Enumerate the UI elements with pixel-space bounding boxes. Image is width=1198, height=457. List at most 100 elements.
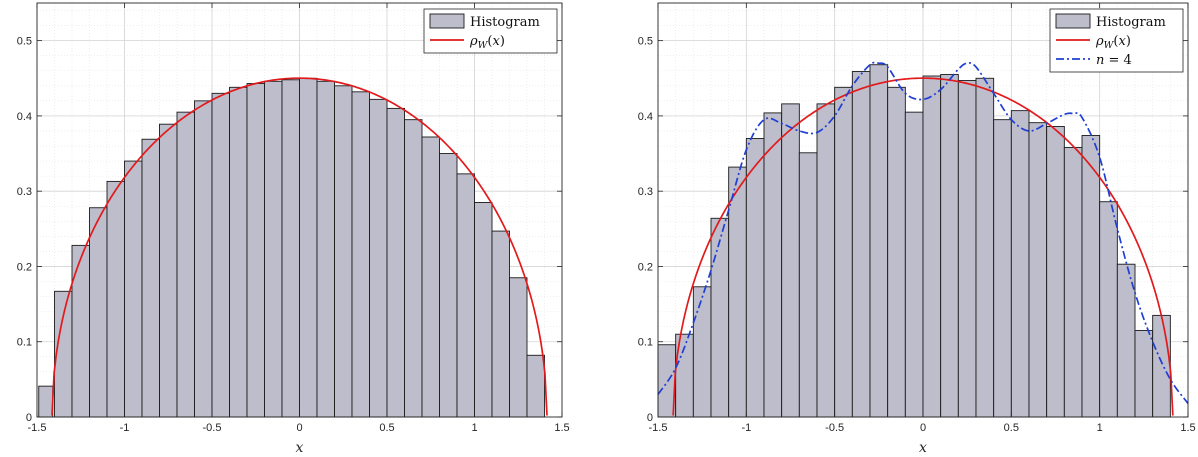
- left-histogram-bars: [38, 77, 545, 418]
- right-legend-n4-label: n = 4: [1096, 53, 1132, 68]
- right-histogram-bar: [816, 103, 836, 418]
- left-curves: [51, 77, 548, 416]
- right-x-axis-label: x: [919, 440, 927, 456]
- left-histogram-bar: [106, 180, 125, 418]
- left-axes: -1.5 -1 -0.5 0 0.5 1 1.5 0 0.1 0.2 0.3 0.4 0.5: [17, 2, 570, 434]
- left-histogram-bar: [456, 173, 475, 418]
- right-histogram-bar: [1046, 125, 1065, 418]
- right-axes: -1.5 -1 -0.5 0 0.5 1 1.5 0 0.1 0.2 0.3 0.4 0.5: [638, 2, 1196, 434]
- right-y-tick-label: 0: [647, 412, 653, 424]
- left-histogram-bar: [421, 136, 440, 418]
- left-histogram-bar: [176, 111, 195, 418]
- left-histogram-bar: [509, 277, 528, 418]
- left-panel: -1.5 -1 -0.5 0 0.5 1 1.5 0 0.1 0.2 0.3 0.4 0.5 x His…: [17, 2, 570, 456]
- right-histogram-bar: [728, 166, 747, 418]
- right-histogram-bar: [692, 286, 712, 418]
- left-x-tick-label: 1: [471, 422, 477, 434]
- right-rho-w-curve: [672, 77, 1174, 416]
- left-y-tick-label: 0.1: [17, 337, 32, 349]
- left-x-tick-label: 1.5: [554, 422, 569, 434]
- right-panel: -1.5 -1 -0.5 0 0.5 1 1.5 0 0.1 0.2 0.3 0.4 0.5 x His…: [638, 2, 1196, 456]
- right-x-tick-label: -0.5: [825, 422, 844, 434]
- right-histogram-bar: [1099, 201, 1118, 418]
- left-histogram-bar: [351, 91, 370, 418]
- left-histogram-edge-bar: [38, 385, 54, 418]
- left-legend-histogram-swatch: [429, 13, 465, 29]
- right-n4-curve: [657, 61, 1189, 404]
- right-curves: [657, 61, 1189, 416]
- right-legend-histogram-label: Histogram: [1096, 15, 1166, 30]
- right-histogram-bar: [957, 80, 977, 418]
- right-histogram-bar: [922, 75, 942, 418]
- right-x-tick-label: 0: [920, 422, 926, 434]
- right-legend: Histogram ρW(x) n = 4: [1049, 8, 1184, 73]
- right-legend-histogram-swatch: [1055, 13, 1091, 29]
- right-x-tick-label: -1: [741, 422, 751, 434]
- right-legend-rho-label: ρW(x): [1095, 34, 1131, 51]
- left-histogram-bar: [439, 153, 458, 418]
- right-histogram-bar: [710, 217, 730, 418]
- left-histogram-bar: [124, 160, 143, 418]
- right-x-tick-label: 1: [1097, 422, 1103, 434]
- left-histogram-bar: [386, 107, 405, 418]
- left-histogram-bar: [474, 202, 493, 418]
- right-histogram-bar: [904, 111, 924, 418]
- right-histogram-bars: [657, 64, 1171, 418]
- left-y-tick-label: 0.3: [17, 186, 32, 198]
- right-histogram-bar: [781, 103, 800, 418]
- left-x-tick-label: -1: [120, 422, 130, 434]
- left-histogram-bar: [229, 86, 248, 418]
- left-x-tick-label: 0: [296, 422, 302, 434]
- right-histogram-bar: [993, 119, 1012, 418]
- left-histogram-bar: [316, 80, 335, 418]
- left-x-axis-label: x: [296, 440, 304, 456]
- left-histogram-bar: [89, 207, 108, 418]
- left-histogram-bar: [211, 92, 230, 418]
- right-histogram-bar: [887, 86, 906, 418]
- left-x-tick-label: 0.5: [379, 422, 394, 434]
- left-histogram-bar: [159, 123, 178, 418]
- left-histogram-bar: [264, 80, 283, 418]
- left-histogram-bar: [299, 77, 318, 418]
- left-histogram-bar: [369, 98, 388, 418]
- left-legend-rho-label: ρW(x): [469, 34, 505, 51]
- right-histogram-bar: [1063, 147, 1083, 418]
- right-histogram-bar: [798, 152, 818, 418]
- left-y-tick-label: 0.5: [17, 36, 32, 48]
- left-x-tick-label: -1.5: [28, 422, 47, 434]
- right-histogram-bar: [1134, 329, 1154, 418]
- left-histogram-bar: [246, 83, 265, 418]
- left-y-tick-label: 0.4: [17, 111, 32, 123]
- right-histogram-bar: [1028, 122, 1048, 418]
- right-histogram-bar: [1152, 314, 1171, 418]
- right-y-tick-label: 0.4: [638, 111, 653, 123]
- left-histogram-bar: [526, 354, 545, 418]
- left-rho-w-curve: [51, 77, 548, 416]
- right-x-tick-label: 0.5: [1004, 422, 1019, 434]
- left-histogram-bar: [194, 100, 213, 418]
- left-histogram-bar: [141, 138, 160, 418]
- right-histogram-bar: [1081, 135, 1101, 418]
- left-histogram-bar: [71, 244, 90, 418]
- left-y-tick-label: 0: [26, 412, 32, 424]
- right-histogram-bar: [763, 112, 783, 418]
- right-y-tick-label: 0.2: [638, 261, 653, 273]
- right-y-tick-label: 0.1: [638, 337, 653, 349]
- right-x-tick-label: 1.5: [1180, 422, 1195, 434]
- right-y-tick-label: 0.5: [638, 36, 653, 48]
- right-histogram-bar: [745, 138, 765, 418]
- left-y-tick-label: 0.2: [17, 261, 32, 273]
- right-histogram-bar: [834, 86, 853, 418]
- right-histogram-bar: [975, 77, 995, 418]
- left-histogram-bar: [491, 230, 510, 418]
- right-histogram-bar: [940, 74, 959, 418]
- left-histogram-bar: [334, 85, 353, 418]
- left-histogram-bar: [281, 79, 300, 418]
- right-y-tick-label: 0.3: [638, 186, 653, 198]
- left-legend: Histogram ρW(x): [423, 8, 558, 54]
- left-histogram-bar: [404, 119, 423, 418]
- right-histogram-bar: [869, 64, 889, 418]
- right-histogram-bar: [851, 71, 871, 418]
- right-x-tick-label: -1.5: [649, 422, 668, 434]
